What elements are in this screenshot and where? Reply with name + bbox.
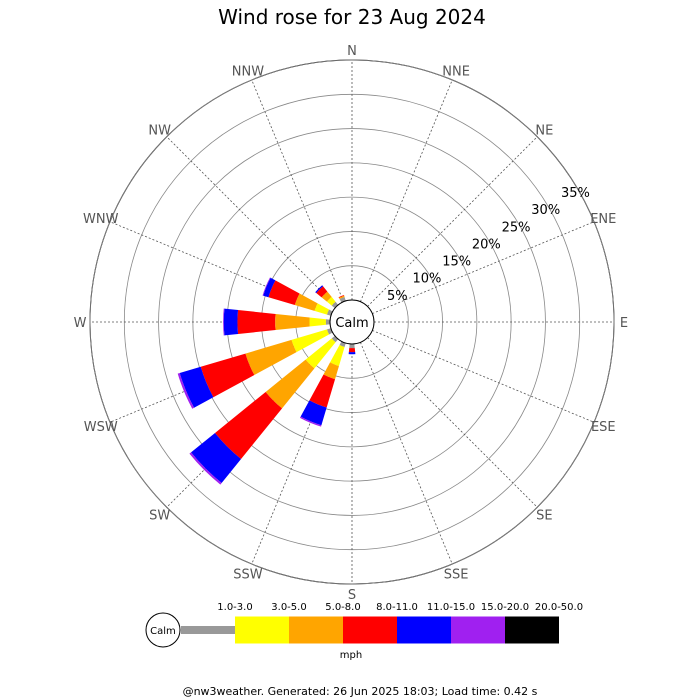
grid-ring: [158, 128, 546, 516]
petal-wsw-bin-1: [291, 329, 330, 353]
petal-wsw-bin-4: [179, 366, 214, 408]
direction-label-sw: SW: [149, 508, 170, 523]
petal-wsw-bin-2: [245, 339, 297, 376]
petal-nw-bin-2: [321, 291, 332, 302]
direction-label-w: W: [74, 316, 87, 331]
petal-wnw-bin-3: [268, 280, 300, 306]
spoke-nne: [360, 79, 453, 302]
petal-wnw-bin-2: [294, 293, 318, 311]
legend-bin-label: 1.0-3.0: [217, 602, 252, 613]
calm-circle: [329, 299, 375, 345]
spoke-nw: [166, 136, 337, 307]
petal-sw-bin-5: [189, 452, 222, 485]
petal-nw-bin-1: [326, 296, 336, 306]
radial-tick-label: 10%: [413, 272, 442, 287]
spoke-se: [367, 337, 538, 508]
petal-s-bin-4: [348, 352, 356, 355]
petal-ssw-bin-4: [300, 400, 327, 426]
petal-wnw-bin-5: [262, 277, 271, 296]
footer-text: @nw3weather. Generated: 26 Jun 2025 18:0…: [183, 685, 538, 698]
radial-tick-label: 15%: [442, 255, 471, 270]
petal-wnw-bin-4: [263, 277, 276, 298]
direction-label-nne: NNE: [442, 65, 470, 80]
direction-label-ssw: SSW: [233, 567, 263, 582]
direction-label-ne: NE: [535, 124, 553, 139]
legend-swatch-1: [235, 616, 289, 644]
legend-swatch-2: [289, 616, 343, 644]
petal-sw-bin-0: [331, 335, 339, 343]
petal-s-bin-3: [348, 347, 356, 353]
direction-label-wsw: WSW: [84, 420, 118, 435]
spoke-ne: [367, 136, 538, 307]
petal-wsw-bin-5: [177, 373, 195, 409]
petal-sw-bin-2: [265, 359, 315, 409]
legend-bin-label: 3.0-5.0: [271, 602, 306, 613]
legend: Calm 1.0-3.0 3.0-5.0 5.0-8.0 8.0-11.0 11.0-15…: [145, 602, 583, 661]
direction-label-ese: ESE: [591, 420, 616, 435]
petal-ssw-bin-3: [309, 374, 336, 408]
radial-tick-label: 35%: [561, 186, 590, 201]
direction-label-ene: ENE: [590, 212, 616, 227]
petal-ssw-bin-5: [299, 416, 322, 427]
legend-swatch-5: [451, 616, 505, 644]
wind-petals: [177, 277, 356, 485]
direction-label-wnw: WNW: [83, 212, 119, 227]
petal-nw-bin-0: [331, 301, 339, 309]
petal-s-bin-0: [349, 343, 355, 349]
chart-title: Wind rose for 23 Aug 2024: [218, 5, 486, 29]
petal-nw-bin-4: [315, 285, 324, 294]
radial-tick-label: 25%: [502, 220, 531, 235]
petal-w-bin-1: [309, 317, 327, 327]
legend-unit-label: mph: [340, 650, 362, 661]
spoke-nnw: [251, 79, 344, 302]
petal-nnw-bin-3: [338, 294, 345, 298]
direction-label-nnw: NNW: [232, 65, 264, 80]
legend-bin-label: 11.0-15.0: [427, 602, 475, 613]
legend-calm-circle: [145, 612, 181, 648]
petal-sw-bin-3: [215, 391, 283, 459]
legend-bin-label: 8.0-11.0: [376, 602, 418, 613]
legend-swatch-4: [397, 616, 451, 644]
grid-ring: [89, 59, 615, 585]
direction-label-se: SE: [536, 508, 552, 523]
radial-tick-label: 5%: [387, 289, 408, 304]
legend-bin-label: 15.0-20.0: [481, 602, 529, 613]
direction-label-nw: NW: [148, 124, 171, 139]
petal-sw-bin-4: [191, 432, 242, 483]
legend-swatch-0: [181, 626, 235, 634]
spoke-ese: [372, 330, 595, 423]
spoke-sse: [360, 342, 453, 565]
legend-swatch-6: [505, 616, 559, 644]
direction-label-s: S: [348, 588, 356, 603]
legend-bin-label: 5.0-8.0: [325, 602, 360, 613]
spoke-ene: [372, 221, 595, 314]
radial-tick-label: 20%: [472, 237, 501, 252]
petal-w-bin-5: [223, 308, 225, 336]
petal-w-bin-4: [223, 308, 239, 336]
polar-grid: [89, 59, 615, 585]
radial-tick-label: 30%: [531, 203, 560, 218]
petal-nw-bin-3: [316, 286, 328, 298]
petal-ssw-bin-1: [330, 344, 345, 367]
calm-label: Calm: [335, 316, 368, 331]
direction-label-n: N: [347, 44, 357, 59]
petal-nnw-bin-2: [338, 295, 345, 300]
petal-w-bin-0: [325, 319, 331, 325]
petal-wsw-bin-3: [200, 353, 255, 398]
petal-w-bin-3: [237, 310, 276, 334]
petal-sw-bin-1: [305, 338, 336, 369]
direction-label-sse: SSE: [444, 567, 469, 582]
petal-wnw-bin-1: [314, 303, 330, 315]
petal-w-bin-2: [275, 313, 310, 331]
radial-tick-labels: 5% 10%15%20%25%30%35%: [387, 186, 590, 304]
petal-ssw-bin-2: [323, 362, 339, 380]
direction-labels: N NNE NE ENE E ESE SE SSE S SSW SW WSW W WNW NW NNW: [74, 44, 629, 603]
legend-calm-label: Calm: [150, 626, 176, 637]
direction-label-e: E: [620, 316, 628, 331]
legend-bin-label: 20.0-50.0: [535, 602, 583, 613]
legend-swatch-3: [343, 616, 397, 644]
